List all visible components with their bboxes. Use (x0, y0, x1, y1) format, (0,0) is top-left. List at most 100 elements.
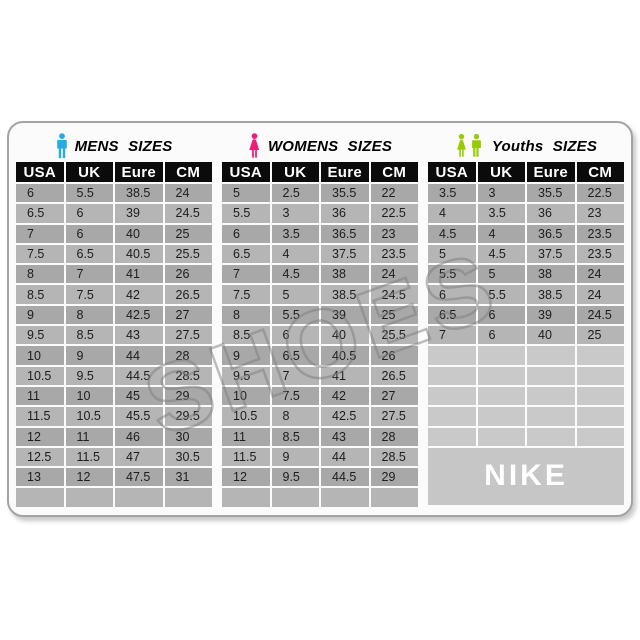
youths-section-title: Youths SIZES (428, 130, 624, 162)
size-cell: 36.5 (321, 224, 369, 243)
size-cell: 11 (222, 427, 270, 446)
size-cell: 9 (65, 346, 113, 365)
size-cell: 29 (164, 386, 212, 406)
column-header: USA (428, 162, 476, 182)
size-cell: 5 (428, 244, 476, 264)
size-cell: 6.5 (222, 244, 270, 264)
column-header: USA (16, 162, 64, 182)
size-cell: 26.5 (164, 285, 212, 304)
size-cell: 26 (164, 265, 212, 284)
size-cell: 7.5 (222, 285, 270, 304)
size-cell: 22.5 (576, 184, 624, 203)
size-cell: 9.5 (16, 326, 64, 345)
size-cell (527, 386, 575, 406)
size-cell (65, 488, 113, 507)
size-cell: 6 (477, 305, 525, 325)
size-cell (428, 386, 476, 406)
size-cell: 6.5 (16, 204, 64, 223)
size-cell: 6 (222, 224, 270, 243)
size-cell: 31 (164, 468, 212, 487)
size-cell: 3 (477, 184, 525, 203)
size-cell: 38.5 (115, 184, 163, 203)
size-cell: 5 (271, 285, 319, 304)
size-cell: 42 (321, 386, 369, 406)
size-cell: 40.5 (115, 244, 163, 264)
size-cell: 5 (477, 265, 525, 284)
size-cell: 11.5 (65, 447, 113, 467)
size-cell: 6 (65, 224, 113, 243)
size-cell (527, 346, 575, 365)
size-cell: 7 (222, 265, 270, 284)
column-header: Eure (115, 162, 163, 182)
size-cell: 23.5 (576, 224, 624, 243)
size-cell: 6 (271, 326, 319, 345)
size-cell: 3.5 (477, 204, 525, 223)
size-cell: 5.5 (477, 285, 525, 304)
size-cell: 8.5 (271, 427, 319, 446)
size-cell: 6.5 (271, 346, 319, 365)
size-cell: 38.5 (321, 285, 369, 304)
size-cell (477, 407, 525, 426)
size-cell: 5.5 (222, 204, 270, 223)
size-cell: 6 (428, 285, 476, 304)
mens-column-headers: USA UK Eure CM (16, 162, 212, 182)
size-cell: 7 (271, 366, 319, 385)
size-cell: 44 (321, 447, 369, 467)
size-cell: 5.5 (428, 265, 476, 284)
size-cell: 30.5 (164, 447, 212, 467)
size-cell: 6 (65, 204, 113, 223)
size-cell: 24.5 (576, 305, 624, 325)
womens-section: WOMENS SIZES USA UK Eure CM 5 2.5 35.5 22 5.… (222, 130, 418, 515)
size-cell: 6 (16, 184, 64, 203)
size-cell: 9.5 (271, 468, 319, 487)
size-cell (115, 488, 163, 507)
size-cell (576, 346, 624, 365)
size-cell: 23 (576, 204, 624, 223)
size-cell: 37.5 (321, 244, 369, 264)
size-cell: 24.5 (370, 285, 418, 304)
size-cell (271, 488, 319, 507)
size-cell: 27 (164, 305, 212, 325)
size-cell: 6.5 (65, 244, 113, 264)
size-cell: 45.5 (115, 407, 163, 426)
size-cell (477, 427, 525, 446)
size-cell (576, 366, 624, 385)
size-cell: 35.5 (321, 184, 369, 203)
size-cell: 11 (16, 386, 64, 406)
size-cell: 7.5 (65, 285, 113, 304)
size-cell: 36 (527, 204, 575, 223)
size-cell: 25 (164, 224, 212, 243)
size-cell (477, 366, 525, 385)
nike-logo: NIKE (428, 447, 624, 505)
size-cell: 25 (370, 305, 418, 325)
size-cell: 11 (65, 427, 113, 446)
size-cell (428, 407, 476, 426)
size-cell: 29.5 (164, 407, 212, 426)
size-cell: 29 (370, 468, 418, 487)
size-cell: 9 (271, 447, 319, 467)
size-cell: 5.5 (271, 305, 319, 325)
size-cell: 42.5 (115, 305, 163, 325)
mens-section-title: MENS SIZES (16, 130, 212, 162)
column-header: CM (164, 162, 212, 182)
size-cell: 8 (222, 305, 270, 325)
column-header: CM (576, 162, 624, 182)
size-cell: 6 (477, 326, 525, 345)
size-cell (222, 488, 270, 507)
size-cell: 8.5 (16, 285, 64, 304)
size-cell: 45 (115, 386, 163, 406)
size-cell: 11.5 (222, 447, 270, 467)
size-cell: 24 (164, 184, 212, 203)
size-cell: 7 (16, 224, 64, 243)
size-cell: 7.5 (16, 244, 64, 264)
size-cell: 23 (370, 224, 418, 243)
size-cell: 25.5 (370, 326, 418, 345)
size-cell: 10 (222, 386, 270, 406)
size-cell (16, 488, 64, 507)
size-cell (428, 346, 476, 365)
size-cell (164, 488, 212, 507)
size-cell: 28 (370, 427, 418, 446)
size-cell: 26 (370, 346, 418, 365)
size-cell: 7.5 (271, 386, 319, 406)
size-cell: 4.5 (271, 265, 319, 284)
